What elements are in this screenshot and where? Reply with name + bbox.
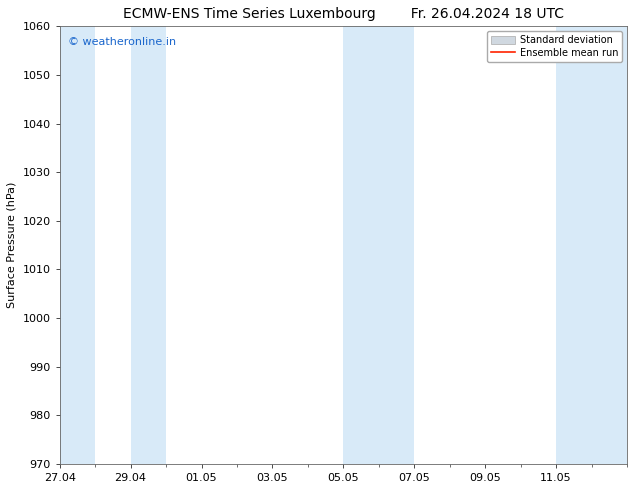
- Bar: [344, 26, 379, 464]
- Bar: [592, 26, 627, 464]
- Title: ECMW-ENS Time Series Luxembourg        Fr. 26.04.2024 18 UTC: ECMW-ENS Time Series Luxembourg Fr. 26.0…: [123, 7, 564, 21]
- Bar: [131, 26, 166, 464]
- Bar: [556, 26, 592, 464]
- Bar: [60, 26, 95, 464]
- Text: © weatheronline.in: © weatheronline.in: [68, 37, 176, 47]
- Bar: [379, 26, 414, 464]
- Y-axis label: Surface Pressure (hPa): Surface Pressure (hPa): [7, 182, 17, 308]
- Legend: Standard deviation, Ensemble mean run: Standard deviation, Ensemble mean run: [487, 31, 622, 62]
